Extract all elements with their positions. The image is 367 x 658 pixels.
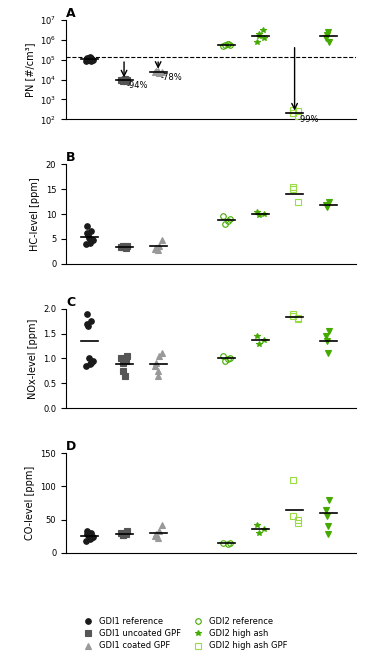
Legend: GDI1 reference, GDI1 uncoated GPF, GDI1 coated GPF, GDI2 reference, GDI2 high as: GDI1 reference, GDI1 uncoated GPF, GDI1 … xyxy=(77,613,290,654)
Y-axis label: HC-level [ppm]: HC-level [ppm] xyxy=(30,177,40,251)
Text: D: D xyxy=(66,440,76,453)
Text: A: A xyxy=(66,7,76,20)
Text: -99%: -99% xyxy=(297,115,319,124)
Text: -78%: -78% xyxy=(161,74,183,82)
Text: -94%: -94% xyxy=(127,81,148,90)
Y-axis label: NOx-level [ppm]: NOx-level [ppm] xyxy=(28,318,38,399)
Text: C: C xyxy=(66,295,75,309)
Y-axis label: PN [#/cm³]: PN [#/cm³] xyxy=(25,42,34,97)
Text: B: B xyxy=(66,151,76,164)
Y-axis label: CO-level [ppm]: CO-level [ppm] xyxy=(25,466,35,540)
